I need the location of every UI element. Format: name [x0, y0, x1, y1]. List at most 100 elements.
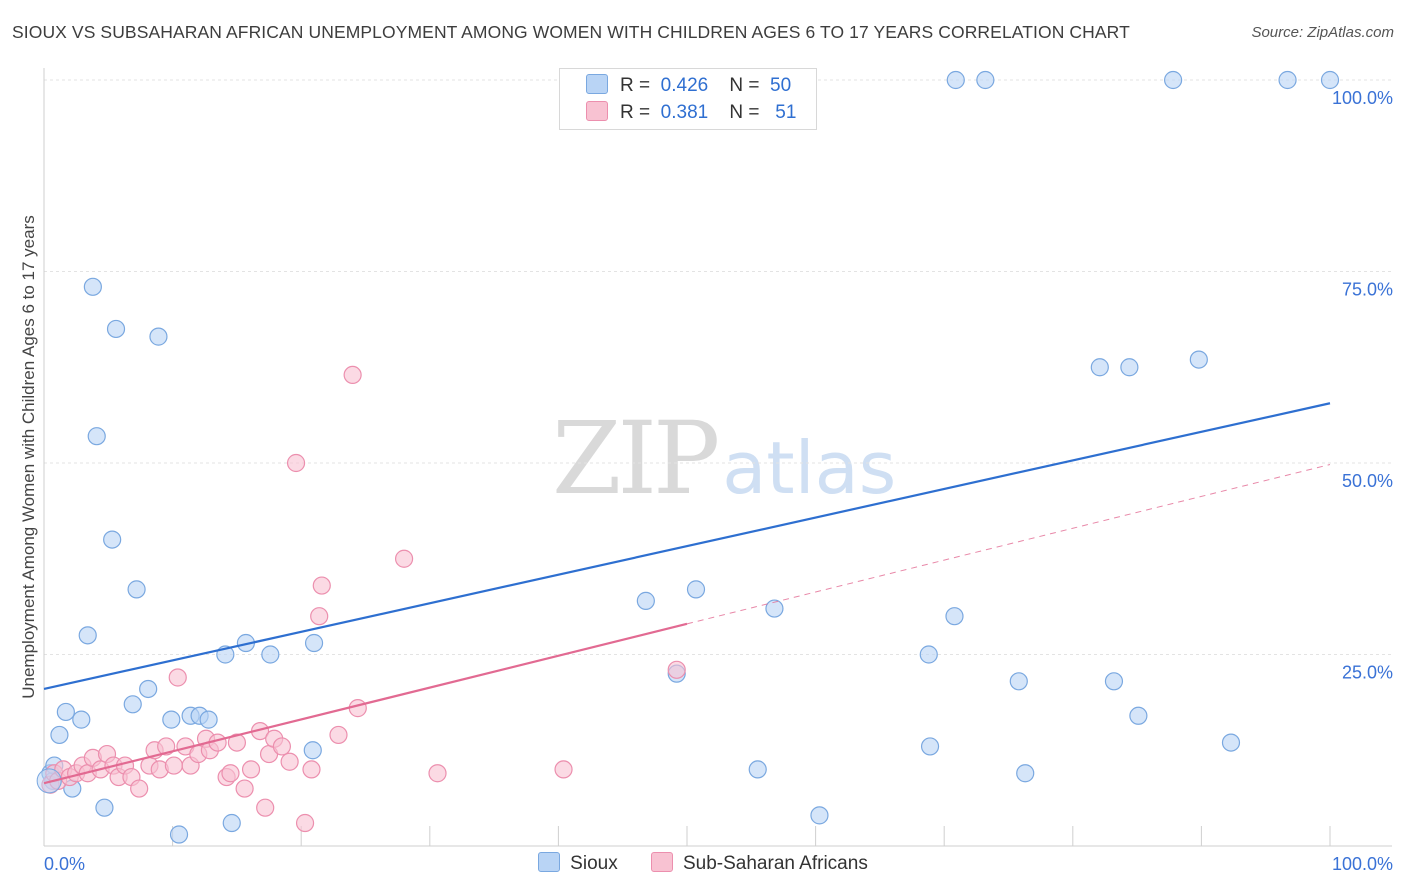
point-ssa-29 [221, 764, 240, 783]
point-ssa-42 [310, 607, 329, 626]
point-sioux-11 [103, 530, 122, 549]
point-sioux-10 [95, 798, 114, 817]
point-sioux-25 [261, 645, 280, 664]
watermark: ZIPatlas [552, 400, 896, 517]
point-sioux-44 [1120, 358, 1139, 377]
legend-row-ssa: R = 0.381 N = 51 [586, 101, 796, 127]
correlation-legend: R = 0.426 N = 50 R = 0.381 N = 51 [559, 68, 817, 130]
y-tick-label-3: 100.0% [1332, 88, 1393, 108]
point-ssa-32 [241, 760, 261, 779]
point-ssa-39 [286, 453, 306, 473]
legend-item-label-sioux: Sioux [570, 853, 618, 874]
point-sioux-27 [304, 633, 324, 653]
point-sioux-50 [1320, 70, 1340, 90]
legend-row-sioux: R = 0.426 N = 50 [586, 74, 791, 100]
legend-n-label-ssa: N = [729, 102, 760, 123]
point-ssa-30 [227, 733, 246, 752]
point-sioux-31 [748, 760, 767, 779]
point-ssa-31 [235, 779, 254, 798]
point-ssa-40 [295, 813, 315, 833]
point-ssa-41 [302, 760, 321, 779]
point-ssa-15 [130, 779, 149, 798]
point-sioux-39 [976, 70, 995, 90]
watermark-atlas: atlas [722, 426, 897, 510]
y-tick-label-2: 75.0% [1342, 280, 1393, 300]
point-ssa-48 [428, 764, 447, 783]
point-sioux-49 [1278, 70, 1297, 90]
point-ssa-49 [554, 760, 573, 779]
point-sioux-16 [149, 327, 168, 346]
trend-line-ssa-extension [686, 464, 1331, 625]
point-sioux-7 [78, 626, 97, 645]
legend-swatch-ssa [586, 101, 608, 121]
point-sioux-6 [72, 710, 91, 729]
point-ssa-34 [256, 798, 275, 817]
point-ssa-46 [348, 699, 367, 718]
point-sioux-36 [920, 737, 940, 756]
source-credit: Source: ZipAtlas.com [1251, 24, 1394, 41]
point-sioux-28 [636, 591, 655, 610]
point-ssa-47 [394, 549, 414, 568]
point-ssa-45 [343, 365, 362, 385]
chart-title: SIOUX VS SUBSAHARAN AFRICAN UNEMPLOYMENT… [12, 22, 1130, 42]
point-sioux-43 [1104, 672, 1124, 691]
watermark-zip: ZIP [552, 400, 720, 517]
legend-swatch-sioux [586, 74, 608, 94]
point-ssa-43 [312, 576, 331, 595]
point-sioux-47 [1189, 350, 1208, 369]
y-tick-label-0: 25.0% [1342, 663, 1393, 683]
point-sioux-35 [919, 645, 938, 664]
y-tick-label-1: 50.0% [1342, 471, 1393, 491]
legend-n-label-sioux: N = [729, 75, 760, 96]
point-ssa-44 [329, 725, 348, 745]
point-sioux-46 [1164, 70, 1183, 90]
legend-r-label-ssa: R = [620, 102, 651, 123]
point-sioux-26 [303, 741, 322, 760]
point-sioux-4 [56, 702, 75, 722]
point-ssa-20 [164, 756, 183, 775]
point-sioux-37 [945, 607, 964, 626]
legend-item-swatch-ssa [650, 852, 673, 872]
point-ssa-19 [157, 737, 176, 756]
legend-n-value-sioux: 50 [770, 75, 792, 96]
point-ssa-37 [272, 737, 292, 756]
point-sioux-38 [946, 70, 965, 90]
y-axis-label: Unemployment Among Women with Children A… [19, 215, 38, 699]
point-sioux-33 [765, 599, 784, 618]
point-sioux-8 [83, 277, 102, 296]
point-sioux-42 [1090, 358, 1109, 377]
point-sioux-48 [1221, 733, 1241, 752]
legend-item-ssa: Sub-Saharan Africans [650, 852, 868, 875]
legend-item-sioux: Sioux [538, 852, 618, 875]
point-ssa-21 [168, 668, 187, 687]
legend-n-value-ssa: 51 [775, 102, 797, 123]
x-tick-label-0: 0.0% [44, 854, 85, 874]
point-sioux-23 [222, 813, 241, 833]
trend-line-ssa [43, 622, 688, 785]
point-sioux-18 [169, 825, 189, 844]
point-ssa-50 [667, 660, 686, 679]
legend-r-value-ssa: 0.381 [660, 102, 709, 123]
legend-item-label-ssa: Sub-Saharan Africans [682, 853, 868, 874]
point-sioux-9 [87, 427, 106, 446]
x-tick-label-1: 100.0% [1332, 854, 1393, 874]
point-sioux-15 [139, 679, 158, 699]
legend-item-swatch-sioux [538, 852, 561, 872]
point-sioux-13 [123, 695, 142, 714]
point-sioux-17 [162, 710, 181, 729]
trend-line-sioux [43, 402, 1331, 691]
point-sioux-30 [686, 580, 706, 599]
point-ssa-38 [280, 752, 299, 771]
legend-r-value-sioux: 0.426 [660, 75, 709, 96]
legend-r-label-sioux: R = [620, 75, 651, 96]
point-sioux-21 [199, 710, 218, 729]
point-sioux-12 [106, 319, 126, 339]
point-sioux-45 [1129, 706, 1148, 725]
point-sioux-3 [50, 725, 69, 745]
point-sioux-14 [127, 580, 146, 599]
point-sioux-40 [1009, 672, 1028, 691]
point-sioux-41 [1016, 764, 1035, 783]
series-legend: Sioux Sub-Saharan Africans [0, 852, 1406, 875]
point-sioux-34 [810, 806, 829, 825]
